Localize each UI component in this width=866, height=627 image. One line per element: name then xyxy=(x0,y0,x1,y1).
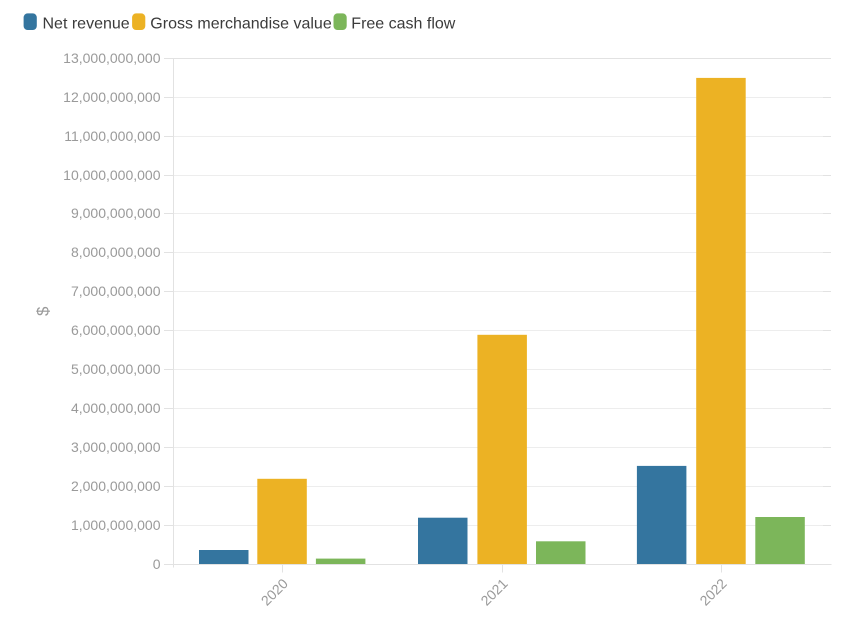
svg-text:11,000,000,000: 11,000,000,000 xyxy=(64,128,160,144)
svg-text:6,000,000,000: 6,000,000,000 xyxy=(71,322,161,338)
svg-text:Net revenue: Net revenue xyxy=(43,15,130,32)
svg-text:2,000,000,000: 2,000,000,000 xyxy=(71,478,161,494)
svg-text:Gross merchandise value: Gross merchandise value xyxy=(150,15,332,32)
svg-text:Free cash flow: Free cash flow xyxy=(351,15,455,32)
svg-text:0: 0 xyxy=(153,556,161,572)
svg-text:3,000,000,000: 3,000,000,000 xyxy=(71,439,161,455)
svg-text:8,000,000,000: 8,000,000,000 xyxy=(71,244,161,260)
svg-text:12,000,000,000: 12,000,000,000 xyxy=(63,89,161,105)
svg-text:5,000,000,000: 5,000,000,000 xyxy=(71,361,161,377)
svg-text:13,000,000,000: 13,000,000,000 xyxy=(63,50,161,66)
svg-text:1,000,000,000: 1,000,000,000 xyxy=(71,517,161,533)
svg-text:$: $ xyxy=(33,306,52,316)
svg-text:4,000,000,000: 4,000,000,000 xyxy=(71,400,161,416)
svg-text:7,000,000,000: 7,000,000,000 xyxy=(71,283,161,299)
svg-text:9,000,000,000: 9,000,000,000 xyxy=(71,205,161,221)
svg-text:10,000,000,000: 10,000,000,000 xyxy=(63,167,161,183)
